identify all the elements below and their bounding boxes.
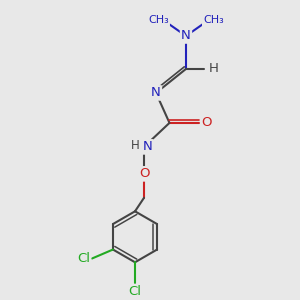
Text: CH₃: CH₃ xyxy=(203,16,224,26)
Text: N: N xyxy=(143,140,152,153)
Text: Cl: Cl xyxy=(128,285,142,298)
Text: Cl: Cl xyxy=(77,252,90,265)
Text: O: O xyxy=(139,167,149,180)
Text: O: O xyxy=(202,116,212,129)
Text: CH₃: CH₃ xyxy=(148,16,169,26)
Text: N: N xyxy=(181,29,191,43)
Text: H: H xyxy=(131,139,140,152)
Text: H: H xyxy=(209,62,219,75)
Text: N: N xyxy=(151,86,161,99)
